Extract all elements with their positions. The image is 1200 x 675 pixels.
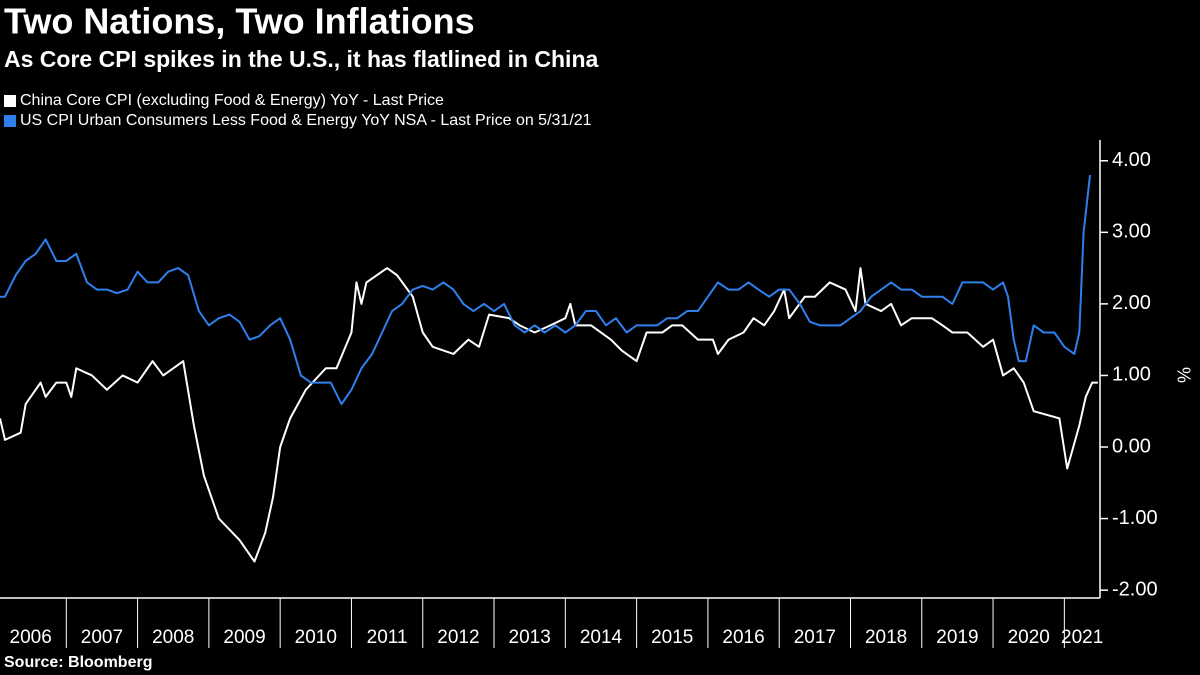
chart-title: Two Nations, Two Inflations bbox=[4, 1, 475, 42]
x-tick-label: 2012 bbox=[437, 627, 479, 648]
x-tick-label: 2013 bbox=[509, 627, 551, 648]
series-line bbox=[0, 174, 1092, 406]
x-tick-label: 2019 bbox=[936, 627, 978, 648]
x-tick-label: 2010 bbox=[295, 627, 337, 648]
y-tick-label: 2.00 bbox=[1112, 292, 1151, 314]
chart-subtitle: As Core CPI spikes in the U.S., it has f… bbox=[4, 46, 598, 72]
x-tick-label: 2016 bbox=[722, 627, 764, 648]
y-tick-label: -2.00 bbox=[1112, 578, 1158, 600]
x-tick-label: 2017 bbox=[794, 627, 836, 648]
legend-swatch bbox=[4, 115, 16, 127]
y-tick-label: 0.00 bbox=[1112, 435, 1151, 457]
x-tick-label: 2007 bbox=[81, 627, 123, 648]
y-axis-label: % bbox=[1173, 367, 1193, 383]
x-tick-label: 2015 bbox=[651, 627, 693, 648]
legend-label: US CPI Urban Consumers Less Food & Energ… bbox=[20, 112, 592, 129]
y-tick-label: 3.00 bbox=[1112, 221, 1151, 243]
legend-label: China Core CPI (excluding Food & Energy)… bbox=[20, 92, 444, 109]
y-tick-label: 4.00 bbox=[1112, 149, 1151, 171]
x-tick-label: 2018 bbox=[865, 627, 907, 648]
series-line bbox=[0, 267, 1098, 563]
x-tick-label: 2011 bbox=[367, 627, 408, 648]
x-tick-label: 2009 bbox=[223, 627, 265, 648]
source: Source: Bloomberg bbox=[4, 654, 152, 671]
x-tick-label: 2014 bbox=[580, 627, 623, 648]
x-tick-label: 2021 bbox=[1061, 627, 1103, 648]
x-tick-label: 2006 bbox=[10, 627, 52, 648]
x-tick-label: 2008 bbox=[152, 627, 194, 648]
y-tick-label: -1.00 bbox=[1112, 507, 1158, 529]
legend-swatch bbox=[4, 95, 16, 107]
x-tick-label: 2020 bbox=[1008, 627, 1050, 648]
y-tick-label: 1.00 bbox=[1112, 364, 1151, 386]
